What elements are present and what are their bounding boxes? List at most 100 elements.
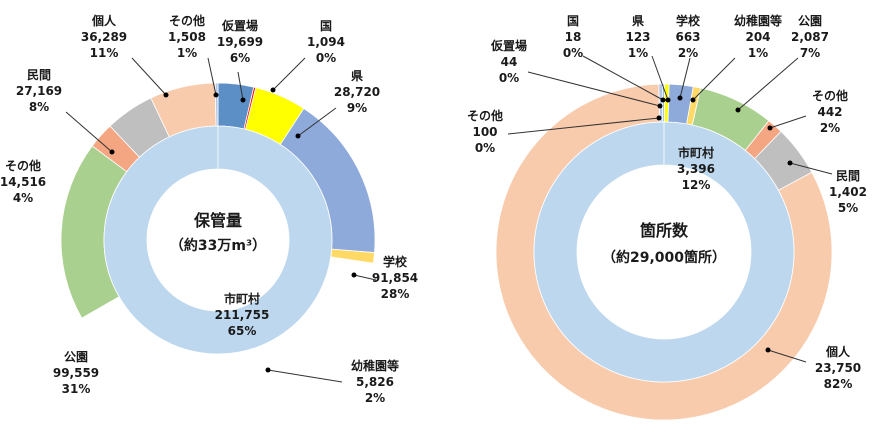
slice-label-line: 県	[351, 69, 363, 83]
slice-label-line: 1%	[628, 46, 648, 60]
leader-line	[267, 369, 343, 383]
inner-slice	[533, 121, 795, 383]
slice-label-line: 9%	[347, 101, 367, 115]
slice-label-line: 27,169	[16, 84, 62, 98]
slice-label: 公園 2,087 7%	[791, 14, 829, 60]
inner-label-line: 12%	[682, 178, 711, 192]
slice-label-line: 442	[817, 105, 842, 119]
leader-dot	[660, 97, 666, 103]
slice-label-line: 市町村	[224, 291, 260, 306]
slice-label: 学校 91,854 28%	[372, 254, 418, 301]
leader-dot	[240, 97, 246, 103]
slice-label-line: 663	[675, 30, 700, 44]
leader-line	[737, 57, 799, 111]
slice-label-line: その他	[812, 88, 848, 103]
slice-label-line: 1%	[748, 46, 768, 60]
slice-label-line: 91,854	[372, 271, 418, 285]
slice-label-line: 国	[567, 14, 579, 28]
slice-label-line: 民間	[836, 169, 860, 183]
leader-dot	[213, 92, 219, 98]
slice-label: 国 18 0%	[563, 14, 583, 60]
leader-line	[651, 55, 669, 101]
leader-dot	[109, 149, 115, 155]
slice-label: その他 14,516 4%	[0, 158, 46, 205]
inner-slice	[103, 125, 333, 355]
slice-label: 個人 23,750 82%	[815, 344, 861, 391]
slice-label: 県 28,720 9%	[334, 69, 380, 115]
leader-line	[789, 162, 833, 175]
slice-label-line: 14,516	[0, 175, 46, 189]
slice-label-line: 1,402	[829, 185, 867, 199]
leader-dot	[677, 95, 683, 101]
slice-label: その他 442 2%	[812, 88, 848, 135]
slice-label-line: その他	[467, 108, 503, 123]
center-title: 保管量	[193, 211, 242, 230]
leader-line	[65, 111, 113, 153]
slice-label-line: 幼稚園等	[351, 358, 399, 373]
slice-label-line: 99,559	[53, 366, 99, 380]
slice-label-line: 0%	[316, 51, 336, 65]
slice-label-line: 公園	[64, 350, 88, 364]
slice-label-line: 2%	[678, 46, 698, 60]
leader-line	[297, 107, 337, 137]
leader-line	[527, 71, 661, 107]
inner-label-line: 市町村	[678, 145, 714, 160]
leader-line	[353, 274, 377, 281]
slice-label-line: 7%	[800, 46, 820, 60]
slice-label-line: 民間	[27, 68, 51, 82]
slice-label-line: 個人	[91, 13, 117, 28]
slice-label: 県 123 1%	[625, 14, 650, 60]
leader-line	[582, 55, 664, 101]
slice-label-line: 36,289	[81, 30, 127, 44]
slice-label: 公園 99,559 31%	[53, 350, 99, 396]
slice-label-line: 6%	[230, 51, 250, 65]
inner-label: 市町村 3,396 12%	[677, 145, 715, 192]
slice-label: 個人 36,289 11%	[81, 13, 127, 60]
leader-line	[769, 115, 807, 129]
slice-label: 学校 663 2%	[675, 13, 701, 60]
slice-label-line: 1%	[177, 46, 197, 60]
slice-label: 仮置場 44 0%	[490, 38, 527, 85]
slice-label-line: 23,750	[815, 361, 861, 375]
slice-label-line: 204	[745, 30, 770, 44]
slice-label-line: 18	[565, 30, 582, 44]
slice-label-line: 0%	[499, 71, 519, 85]
slice-label-line: 仮置場	[490, 38, 527, 53]
slice-label-line: 1,508	[168, 30, 206, 44]
leader-dot	[767, 125, 773, 131]
leader-dot	[265, 367, 271, 373]
slice-label-line: 211,755	[215, 308, 270, 322]
slice-label-line: 0%	[563, 46, 583, 60]
leader-dot	[787, 160, 793, 166]
leader-line	[767, 349, 807, 363]
slice-label-line: 1,094	[307, 35, 345, 49]
slice-label-line: 0%	[475, 141, 495, 155]
slice-label-line: 公園	[798, 14, 822, 28]
slice-label-line: 5%	[838, 201, 858, 215]
slice-label-line: 学校	[383, 254, 408, 269]
slice-label-line: 個人	[825, 344, 851, 359]
site-count-donut: 国 18 0% 県 123 1% 学校 663 2% 幼稚園等 204 1% 公園 2,087 7% その他 4…	[467, 13, 867, 421]
center-subtitle: （約33万m³）	[170, 237, 266, 254]
leader-line	[207, 57, 217, 96]
leader-line	[237, 71, 244, 101]
slice-label: 民間 1,402 5%	[829, 169, 867, 215]
slice-label-line: 65%	[228, 324, 257, 338]
slice-label-line: 28,720	[334, 85, 380, 99]
slice-label-line: その他	[169, 13, 205, 28]
leader-dot	[665, 97, 671, 103]
storage-volume-donut: 仮置場 19,699 6% 国 1,094 0% 県 28,720 9% 学校 91,854 28% 幼…	[0, 13, 418, 405]
inner-label-line: 3,396	[677, 162, 715, 176]
slice-label: 国 1,094 0%	[307, 19, 345, 65]
slice-label: 民間 27,169 8%	[16, 68, 62, 114]
slice-label-line: 28%	[381, 287, 410, 301]
slice-label-line: 19,699	[217, 35, 263, 49]
slice-label-line: その他	[5, 158, 41, 173]
leader-dot	[163, 92, 169, 98]
slice-label: その他 1,508 1%	[168, 13, 206, 60]
leader-line	[507, 117, 660, 135]
center-title: 箇所数	[640, 221, 689, 240]
slice-label-line: 44	[501, 55, 518, 69]
center-subtitle: （約29,000箇所）	[602, 249, 726, 266]
